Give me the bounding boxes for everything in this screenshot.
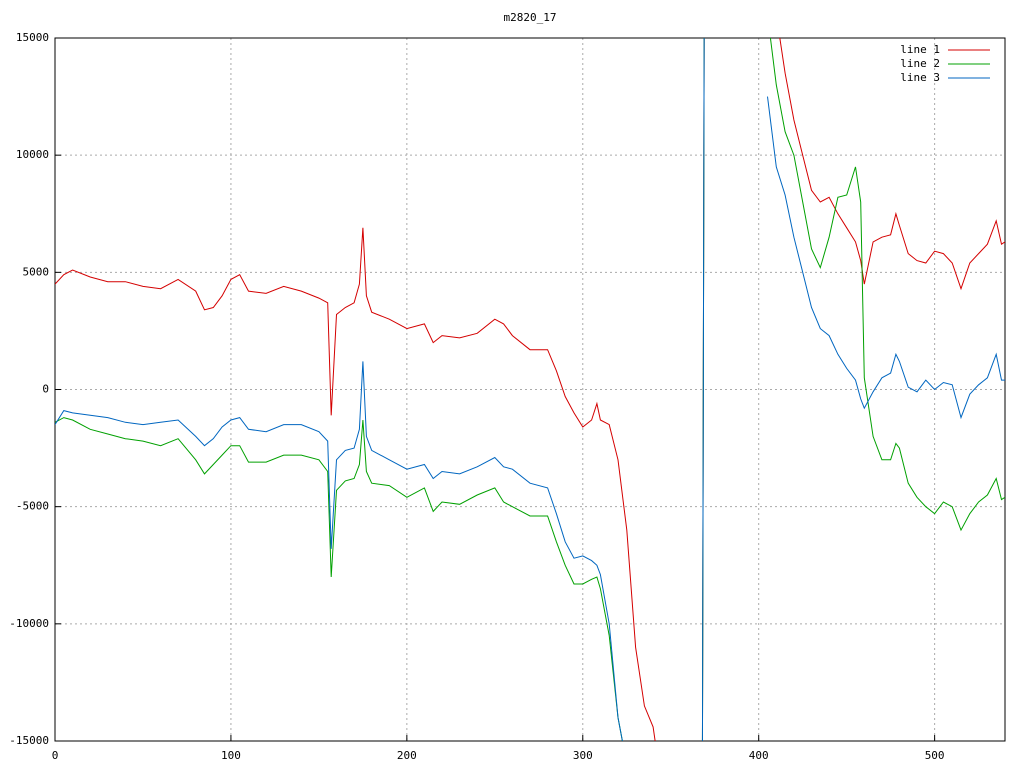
legend-label: line 3	[900, 71, 940, 84]
y-tick-label: -5000	[16, 500, 49, 513]
y-tick-label: -10000	[9, 617, 49, 630]
x-tick-label: 0	[52, 749, 59, 762]
y-tick-label: -15000	[9, 734, 49, 747]
x-tick-label: 100	[221, 749, 241, 762]
series-line	[55, 38, 1005, 741]
x-tick-label: 500	[925, 749, 945, 762]
chart-title: m2820_17	[504, 11, 557, 24]
x-tick-label: 200	[397, 749, 417, 762]
y-tick-label: 0	[42, 383, 49, 396]
y-tick-label: 5000	[23, 265, 50, 278]
legend-label: line 2	[900, 57, 940, 70]
plot-frame	[54, 37, 1006, 742]
x-tick-label: 400	[749, 749, 769, 762]
y-tick-label: 10000	[16, 148, 49, 161]
x-tick-label: 300	[573, 749, 593, 762]
legend-label: line 1	[900, 43, 940, 56]
y-tick-label: 15000	[16, 31, 49, 44]
